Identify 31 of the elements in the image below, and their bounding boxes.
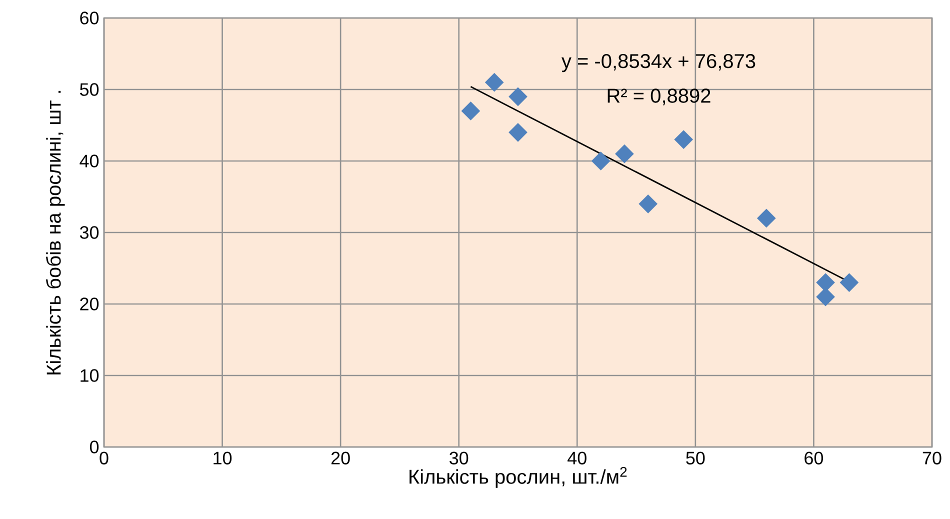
x-tick-label: 0 <box>100 452 108 464</box>
y-tick-label: 10 <box>80 369 99 382</box>
point <box>757 208 776 228</box>
point <box>508 123 528 142</box>
point <box>508 87 528 106</box>
y-axis-title: Кількість бобів на рослині, шт . <box>46 90 65 374</box>
annotation: R² = 0,8892 <box>608 88 710 106</box>
point <box>816 288 835 306</box>
y-tick-label: 0 <box>90 440 99 454</box>
x-tick-label: 30 <box>450 452 468 464</box>
point <box>615 144 634 164</box>
point <box>591 152 610 170</box>
x-tick-label: 60 <box>804 452 824 464</box>
x-axis-title: Кількість рослин, шт./м$^{2}$ <box>410 466 627 488</box>
x-tick-label: 50 <box>686 452 705 464</box>
point <box>485 73 504 92</box>
point <box>816 273 835 292</box>
x-tick-label: 40 <box>568 452 586 464</box>
point <box>674 130 693 149</box>
y-tick-label: 20 <box>80 298 99 310</box>
y-tick-label: 40 <box>80 154 99 168</box>
y-tick-label: 60 <box>80 12 99 24</box>
point <box>461 102 480 120</box>
point <box>840 273 859 292</box>
x-tick-label: 10 <box>214 452 232 464</box>
y-tick-label: 30 <box>80 226 99 239</box>
annotation: y = -0,8534x + 76,873 <box>562 54 756 72</box>
point <box>638 194 658 214</box>
y-tick-label: 50 <box>80 83 99 96</box>
x-tick-label: 70 <box>922 452 942 464</box>
x-tick-label: 20 <box>331 452 350 464</box>
